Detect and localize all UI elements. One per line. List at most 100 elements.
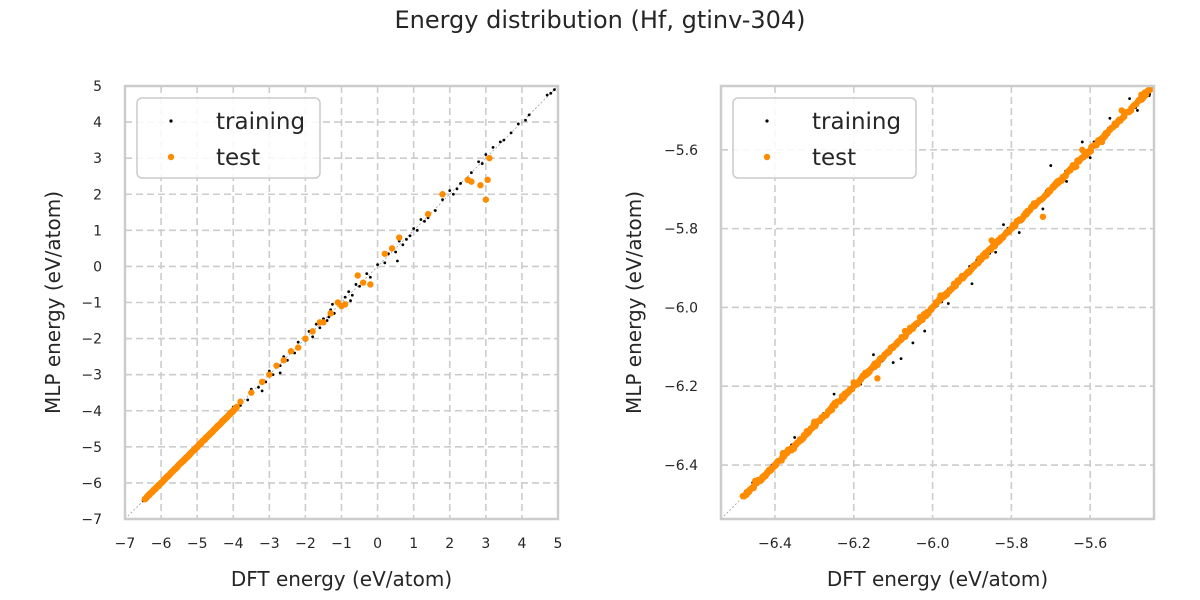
data-point-training — [419, 218, 423, 221]
data-point-training — [296, 340, 300, 344]
legend-marker-test — [763, 153, 771, 161]
data-point-training — [331, 302, 334, 306]
data-point-training — [1128, 97, 1131, 101]
data-point-training — [318, 326, 322, 330]
y-tick-label: −4 — [81, 404, 102, 420]
series-test — [141, 154, 493, 503]
data-point-training — [433, 209, 437, 212]
x-tick-label: −6.2 — [837, 536, 871, 552]
legend-marker-training — [765, 119, 769, 123]
data-point-test — [302, 335, 309, 342]
data-point-training — [448, 189, 452, 193]
data-point-training — [832, 392, 836, 396]
data-point-training — [459, 182, 462, 185]
legend: training test — [732, 97, 917, 179]
y-axis-label: MLP energy (eV/atom) — [41, 191, 65, 414]
y-tick-label: 2 — [93, 187, 102, 203]
data-point-test — [874, 375, 881, 382]
data-point-training — [354, 283, 358, 286]
data-point-training — [441, 198, 444, 202]
data-point-training — [549, 91, 553, 95]
x-tick-label: 0 — [373, 536, 382, 552]
x-tick-label: −5.6 — [1073, 536, 1107, 552]
data-point-training — [343, 295, 347, 299]
data-point-training — [1088, 156, 1092, 160]
data-point-training — [376, 263, 379, 267]
legend-label-test: test — [216, 145, 260, 171]
axes-frame — [123, 84, 560, 521]
y-tick-label: 0 — [93, 259, 102, 275]
legend-label-test: test — [812, 145, 856, 171]
data-point-test — [1138, 91, 1145, 98]
data-point-training — [946, 302, 950, 305]
data-point-training — [470, 171, 473, 175]
data-point-training — [412, 227, 416, 230]
data-point-training — [793, 436, 797, 439]
data-point-training — [970, 282, 974, 286]
data-point-test — [937, 292, 944, 299]
data-point-test — [258, 378, 266, 386]
y-tick-label: −1 — [81, 296, 102, 312]
y-tick-label: −6 — [81, 476, 102, 492]
data-point-training — [899, 357, 903, 361]
y-tick-label: 4 — [93, 115, 102, 131]
plot-area — [125, 86, 558, 519]
data-point-test — [309, 328, 316, 335]
data-point-training — [1017, 231, 1021, 234]
y-tick-label: −5.6 — [664, 143, 698, 159]
data-point-test — [359, 279, 367, 286]
data-point-training — [368, 275, 372, 279]
data-point-training — [423, 219, 426, 223]
data-point-test — [388, 245, 396, 252]
y-tick-label: −5.8 — [664, 222, 698, 238]
data-point-training — [278, 371, 282, 375]
data-point-test — [233, 403, 241, 411]
data-point-training — [1041, 207, 1045, 211]
data-point-training — [1136, 109, 1139, 112]
data-point-test — [468, 178, 475, 185]
legend-label-training: training — [812, 109, 901, 135]
y-tick-label: 5 — [93, 79, 102, 95]
data-point-test — [273, 362, 280, 369]
data-point-test — [484, 176, 491, 184]
data-point-training — [1002, 223, 1005, 227]
data-point-test — [354, 272, 361, 279]
series-test — [739, 86, 1154, 500]
data-point-training — [358, 284, 361, 288]
figure-title: Energy distribution (Hf, gtinv-304) — [394, 6, 806, 34]
legend-label-training: training — [216, 109, 305, 135]
data-point-training — [311, 335, 315, 339]
data-point-test — [367, 281, 374, 288]
data-point-training — [349, 299, 352, 303]
x-axis-label: DFT energy (eV/atom) — [827, 567, 1048, 591]
data-point-training — [527, 113, 531, 117]
data-point-test — [1039, 213, 1047, 221]
data-point-test — [988, 237, 995, 244]
data-point-training — [911, 341, 915, 345]
data-point-test — [266, 371, 273, 378]
y-tick-label: −3 — [81, 368, 102, 384]
x-tick-label: 2 — [445, 536, 454, 552]
y-tick-label: 1 — [93, 223, 102, 239]
data-point-training — [347, 290, 351, 294]
y-tick-label: −6.0 — [664, 300, 698, 316]
y-axis-label: MLP energy (eV/atom) — [622, 191, 646, 414]
x-tick-label: −6 — [151, 536, 172, 552]
y-tick-label: 3 — [93, 151, 102, 167]
data-point-test — [1098, 138, 1106, 146]
data-point-training — [516, 122, 520, 126]
data-point-test — [341, 301, 349, 308]
x-tick-label: −1 — [331, 536, 352, 552]
data-point-training — [455, 187, 459, 191]
plot-area — [721, 86, 1154, 519]
data-point-test — [320, 319, 327, 326]
plot-panel-zoomed-range: −6.4 −6.2 −6.0 −5.8 −5.6 −6.4 −6.2 −6.0 −5.8 −5.6… — [622, 84, 1156, 591]
data-point-training — [451, 192, 455, 196]
data-point-training — [552, 88, 556, 92]
data-point-test — [850, 379, 857, 386]
data-point-test — [1079, 146, 1086, 154]
data-point-test — [1118, 107, 1125, 114]
x-tick-label: −6.0 — [916, 536, 950, 552]
data-point-test — [477, 182, 484, 189]
data-point-test — [396, 234, 403, 241]
